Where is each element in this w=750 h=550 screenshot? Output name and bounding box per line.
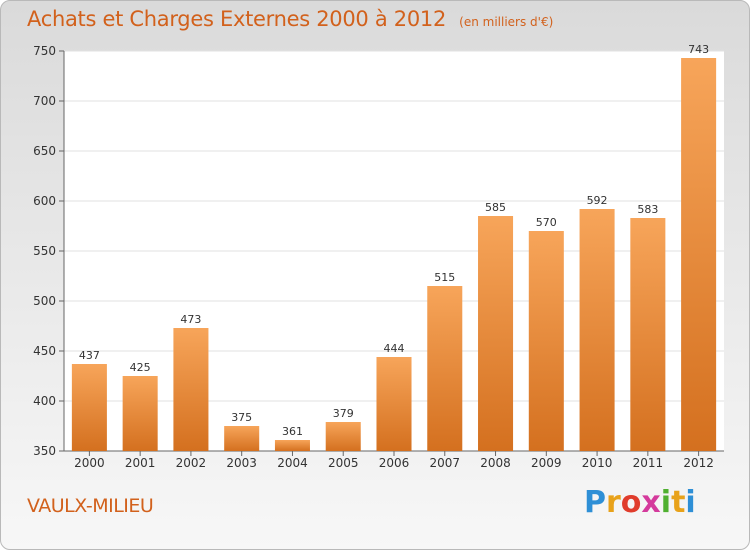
x-tick-label: 2001 — [125, 456, 156, 470]
bar — [579, 209, 615, 451]
y-tick-label: 550 — [33, 244, 56, 258]
chart-subtitle: (en milliers d'€) — [459, 15, 554, 29]
data-label: 444 — [384, 342, 405, 355]
x-tick-label: 2007 — [429, 456, 460, 470]
y-tick-label: 700 — [33, 94, 56, 108]
y-tick-label: 450 — [33, 344, 56, 358]
brand-letter: x — [641, 485, 661, 520]
x-tick-label: 2002 — [176, 456, 207, 470]
x-tick-label: 2000 — [74, 456, 105, 470]
brand-letter: r — [606, 485, 621, 520]
y-tick-label: 600 — [33, 194, 56, 208]
bar — [630, 218, 666, 451]
data-label: 570 — [536, 216, 557, 229]
bar — [325, 422, 361, 451]
bar — [173, 328, 209, 451]
data-label: 379 — [333, 407, 354, 420]
y-tick-label: 350 — [33, 444, 56, 458]
bar — [478, 216, 514, 451]
bar — [376, 357, 412, 451]
title-row: Achats et Charges Externes 2000 à 2012 (… — [27, 7, 553, 31]
commune-name: VAULX-MILIEU — [27, 495, 154, 517]
data-label: 743 — [688, 43, 709, 56]
x-tick-label: 2009 — [531, 456, 562, 470]
data-label: 585 — [485, 201, 506, 214]
y-tick-label: 400 — [33, 394, 56, 408]
data-label: 473 — [180, 313, 201, 326]
x-tick-label: 2012 — [683, 456, 714, 470]
brand-letter: i — [660, 485, 672, 520]
x-tick-label: 2005 — [328, 456, 359, 470]
y-tick-label: 650 — [33, 144, 56, 158]
brand-letter: i — [685, 485, 696, 520]
x-tick-label: 2003 — [226, 456, 257, 470]
data-label: 425 — [130, 361, 151, 374]
y-tick-label: 500 — [33, 294, 56, 308]
bar — [528, 231, 564, 451]
x-tick-label: 2006 — [379, 456, 410, 470]
x-tick-label: 2008 — [480, 456, 511, 470]
bar — [681, 58, 717, 451]
data-label: 437 — [79, 349, 100, 362]
bar — [122, 376, 158, 451]
bar — [71, 364, 107, 451]
x-tick-label: 2004 — [277, 456, 308, 470]
bar — [274, 440, 310, 451]
x-tick-label: 2010 — [582, 456, 613, 470]
data-label: 583 — [637, 203, 658, 216]
brand-letter: t — [671, 485, 686, 520]
brand-letter: o — [620, 485, 642, 520]
x-tick-label: 2011 — [633, 456, 664, 470]
proxiti-logo: Proxiti — [584, 485, 696, 520]
bar — [224, 426, 260, 451]
data-label: 592 — [587, 194, 608, 207]
data-label: 515 — [434, 271, 455, 284]
chart-title: Achats et Charges Externes 2000 à 2012 — [27, 7, 447, 31]
data-label: 361 — [282, 425, 303, 438]
data-label: 375 — [231, 411, 252, 424]
y-tick-label: 750 — [33, 44, 56, 58]
bar — [427, 286, 463, 451]
brand-letter: P — [584, 485, 606, 520]
